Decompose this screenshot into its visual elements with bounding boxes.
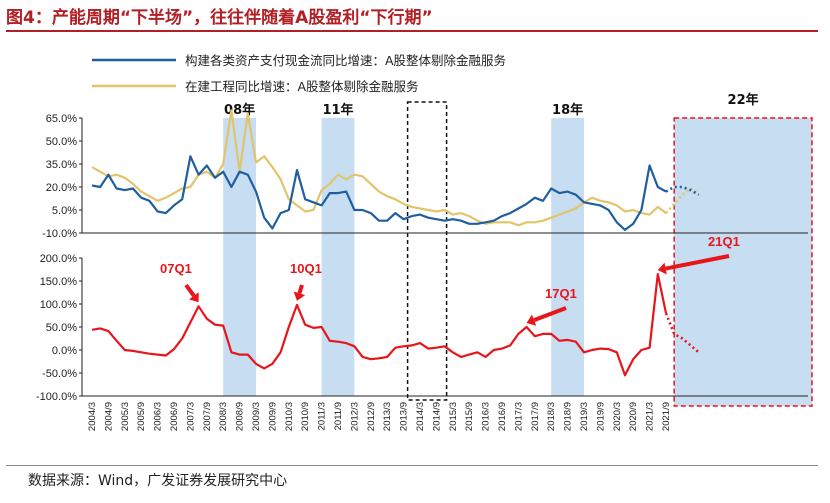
legend-label-capex: 构建各类资产支付现金流同比增速：A股整体剔除金融服务 [185,53,506,68]
x-tick-label: 2009/9 [267,402,278,431]
profit-series-line [91,273,668,377]
x-tick-label: 2012/3 [349,402,360,431]
x-tick-label: 2009/3 [251,402,262,431]
title-divider [6,30,818,32]
capex-series-line [91,155,667,231]
construction-series-line [91,109,667,227]
x-tick-label: 2017/3 [513,402,524,431]
y-tick-label: -10.0% [42,228,77,240]
x-tick-label: 2014/3 [415,402,426,431]
x-tick-label: 2006/3 [153,402,164,431]
annotation-arrow-shaft [665,254,730,271]
x-tick-label: 2008/9 [235,402,246,431]
y-tick-label: 65.0% [46,113,77,125]
y-tick-label: -100.0% [36,391,77,403]
x-tick-label: 2015/9 [464,402,475,431]
x-tick-label: 2018/3 [546,402,557,431]
period-label: 08年 [224,102,255,118]
y-tick-label: 50.0% [46,322,77,334]
y-tick-label: 200.0% [40,253,78,265]
y-tick-label: 5.0% [52,205,77,217]
y-tick-label: 50.0% [46,136,77,148]
source-note: 数据来源：Wind，广发证券发展研究中心 [28,473,288,489]
period-band [321,118,355,396]
x-tick-label: 2015/3 [448,402,459,431]
profit-forecast-line [664,312,700,354]
x-tick-label: 2016/3 [481,402,492,431]
x-tick-label: 2014/9 [431,402,442,431]
period-label: 11年 [322,102,353,118]
x-tick-label: 2004/9 [103,402,114,431]
x-tick-label: 2013/3 [382,402,393,431]
annotation-arrow-head [657,262,667,275]
y-tick-label: 0.0% [52,345,77,357]
x-tick-label: 2018/9 [563,402,574,431]
x-tick-label: 2004/3 [87,402,98,431]
x-tick-label: 2007/3 [185,402,196,431]
page-title: 图4：产能周期“下半场”，往往伴随着A股盈利“下行期” [6,8,433,28]
x-tick-label: 2019/9 [595,402,606,431]
annotation-arrow-shaft [533,306,567,323]
y-tick-label: 150.0% [40,276,78,288]
x-tick-label: 2020/3 [612,402,623,431]
period-label: 18年 [552,102,583,118]
annotation-label: 10Q1 [290,261,322,276]
x-tick-label: 2006/9 [169,402,180,431]
x-tick-label: 2011/9 [333,402,344,430]
period-band [551,118,584,396]
x-tick-label: 2005/3 [120,402,131,431]
annotation-label: 21Q1 [708,234,740,249]
x-tick-label: 2012/9 [366,402,377,431]
highlight-box-2014 [406,101,448,401]
x-tick-label: 2019/3 [579,402,590,431]
annotation-arrow-head [293,291,306,301]
source-divider [6,465,818,466]
annotation-label: 17Q1 [545,286,577,301]
capex-forecast-line [665,185,700,196]
x-tick-label: 2021/3 [645,402,656,431]
x-tick-label: 2021/9 [661,402,672,431]
x-tick-label: 2010/9 [300,402,311,431]
annotation-arrow-shaft [184,283,196,298]
forecast-box [673,117,813,407]
y-tick-label: 20.0% [46,182,77,194]
y-tick-label: 35.0% [46,159,77,171]
x-tick-label: 2016/9 [497,402,508,431]
annotation-arrow-shaft [297,284,304,294]
x-tick-label: 2007/9 [202,402,213,431]
annotation-label: 07Q1 [160,261,192,276]
x-tick-label: 2005/9 [136,402,147,431]
legend-label-construction: 在建工程同比增速：A股整体剔除金融服务 [185,79,419,94]
x-tick-label: 2017/9 [530,402,541,431]
annotation-arrow-head [526,314,537,326]
x-tick-label: 2020/9 [628,402,639,431]
y-tick-label: -50.0% [42,368,77,380]
x-tick-label: 2013/9 [399,402,410,431]
period-label: 22年 [728,92,759,108]
annotation-arrow-head [189,292,199,303]
x-tick-label: 2010/3 [284,402,295,431]
x-tick-label: 2011/3 [317,402,328,430]
x-tick-label: 2008/3 [218,402,229,431]
y-tick-label: 100.0% [40,299,78,311]
